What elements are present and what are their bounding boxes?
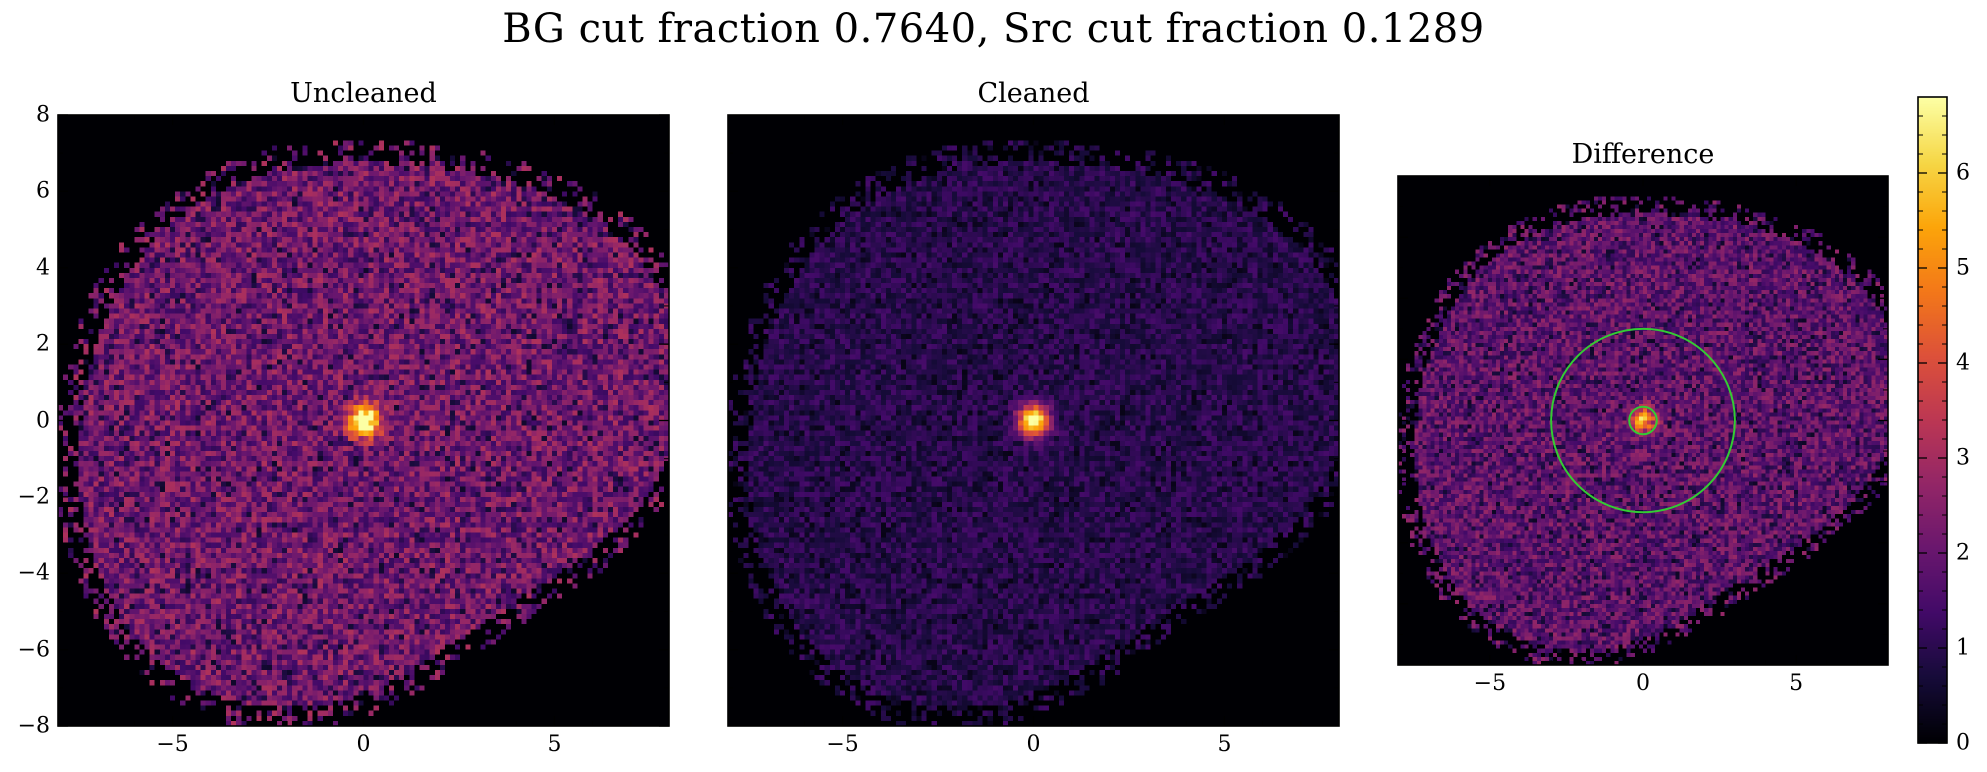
x-tick-label: 0	[356, 732, 371, 757]
y-tick-label: 4	[36, 255, 50, 281]
y-tick-label: −6	[17, 637, 50, 663]
x-tick-label: 5	[1789, 671, 1804, 696]
x-tick-label: 5	[1217, 732, 1232, 757]
x-tick-label: 5	[547, 732, 562, 757]
colorbar-tick-label: 2	[1956, 540, 1970, 566]
colorbar-tick-label: 5	[1956, 255, 1970, 281]
x-tick-label: −5	[156, 732, 189, 757]
colorbar	[1918, 97, 1947, 743]
x-tick-label: 0	[1636, 671, 1650, 696]
colorbar-tick-label: 1	[1956, 635, 1970, 661]
figure-title: BG cut fraction 0.7640, Src cut fraction…	[502, 6, 1485, 52]
colorbar-tick-label: 4	[1956, 350, 1970, 376]
y-tick-label: −4	[17, 560, 50, 586]
y-tick-label: 8	[36, 102, 50, 128]
panel-title-difference: Difference	[1571, 139, 1715, 170]
y-tick-label: 0	[36, 408, 50, 433]
colorbar-tick-label: 3	[1956, 445, 1970, 471]
x-tick-label: −5	[826, 732, 859, 757]
heatmap-uncleaned	[58, 115, 669, 726]
colorbar-tick-label: 0	[1956, 730, 1970, 756]
x-tick-label: −5	[1473, 671, 1507, 696]
heatmap-difference	[1398, 176, 1888, 665]
y-tick-label: −8	[17, 713, 50, 739]
y-tick-label: −2	[17, 484, 50, 510]
panel-title-cleaned: Cleaned	[977, 78, 1090, 109]
heatmap-cleaned	[728, 115, 1339, 726]
y-tick-label: 2	[36, 331, 50, 357]
colorbar-tick-label: 6	[1956, 160, 1970, 186]
x-tick-label: 0	[1026, 732, 1041, 757]
panel-title-uncleaned: Uncleaned	[290, 78, 437, 109]
y-tick-label: 6	[36, 178, 50, 204]
